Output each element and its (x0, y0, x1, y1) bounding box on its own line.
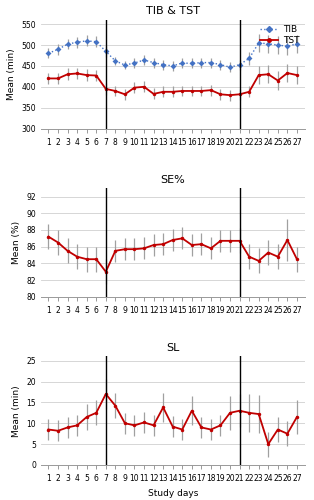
Y-axis label: Mean (min): Mean (min) (7, 48, 16, 100)
Legend: TIB, TST: TIB, TST (259, 24, 300, 46)
Title: TIB & TST: TIB & TST (146, 6, 200, 16)
Y-axis label: Mean (%): Mean (%) (12, 221, 21, 264)
Y-axis label: Mean (min): Mean (min) (12, 385, 21, 436)
Title: SE%: SE% (160, 174, 185, 184)
Title: SL: SL (166, 343, 179, 353)
X-axis label: Study days: Study days (148, 488, 198, 498)
